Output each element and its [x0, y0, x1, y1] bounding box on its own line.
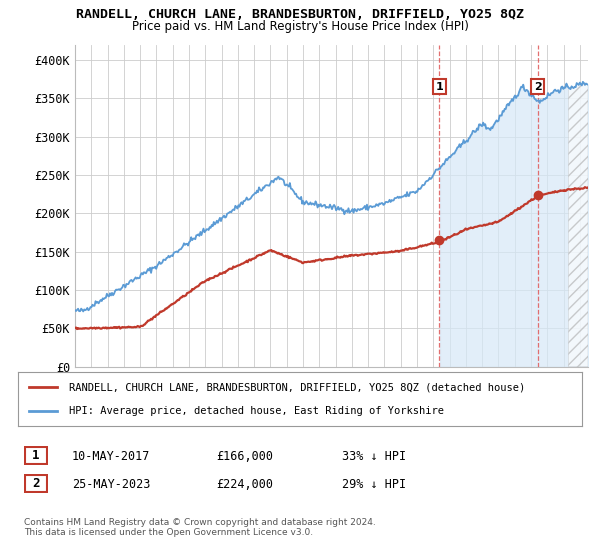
Text: Price paid vs. HM Land Registry's House Price Index (HPI): Price paid vs. HM Land Registry's House … [131, 20, 469, 32]
Text: £224,000: £224,000 [216, 478, 273, 491]
Text: RANDELL, CHURCH LANE, BRANDESBURTON, DRIFFIELD, YO25 8QZ (detached house): RANDELL, CHURCH LANE, BRANDESBURTON, DRI… [69, 382, 525, 393]
Text: Contains HM Land Registry data © Crown copyright and database right 2024.
This d: Contains HM Land Registry data © Crown c… [24, 518, 376, 538]
Text: 10-MAY-2017: 10-MAY-2017 [72, 450, 151, 463]
Text: £166,000: £166,000 [216, 450, 273, 463]
FancyBboxPatch shape [25, 475, 47, 492]
FancyBboxPatch shape [25, 447, 47, 464]
Text: HPI: Average price, detached house, East Riding of Yorkshire: HPI: Average price, detached house, East… [69, 405, 444, 416]
Text: 2: 2 [32, 477, 40, 490]
Text: RANDELL, CHURCH LANE, BRANDESBURTON, DRIFFIELD, YO25 8QZ: RANDELL, CHURCH LANE, BRANDESBURTON, DRI… [76, 8, 524, 21]
Text: 2: 2 [533, 82, 541, 92]
Text: 1: 1 [436, 82, 443, 92]
Text: 29% ↓ HPI: 29% ↓ HPI [342, 478, 406, 491]
Text: 25-MAY-2023: 25-MAY-2023 [72, 478, 151, 491]
Text: 1: 1 [32, 449, 40, 462]
Text: 33% ↓ HPI: 33% ↓ HPI [342, 450, 406, 463]
